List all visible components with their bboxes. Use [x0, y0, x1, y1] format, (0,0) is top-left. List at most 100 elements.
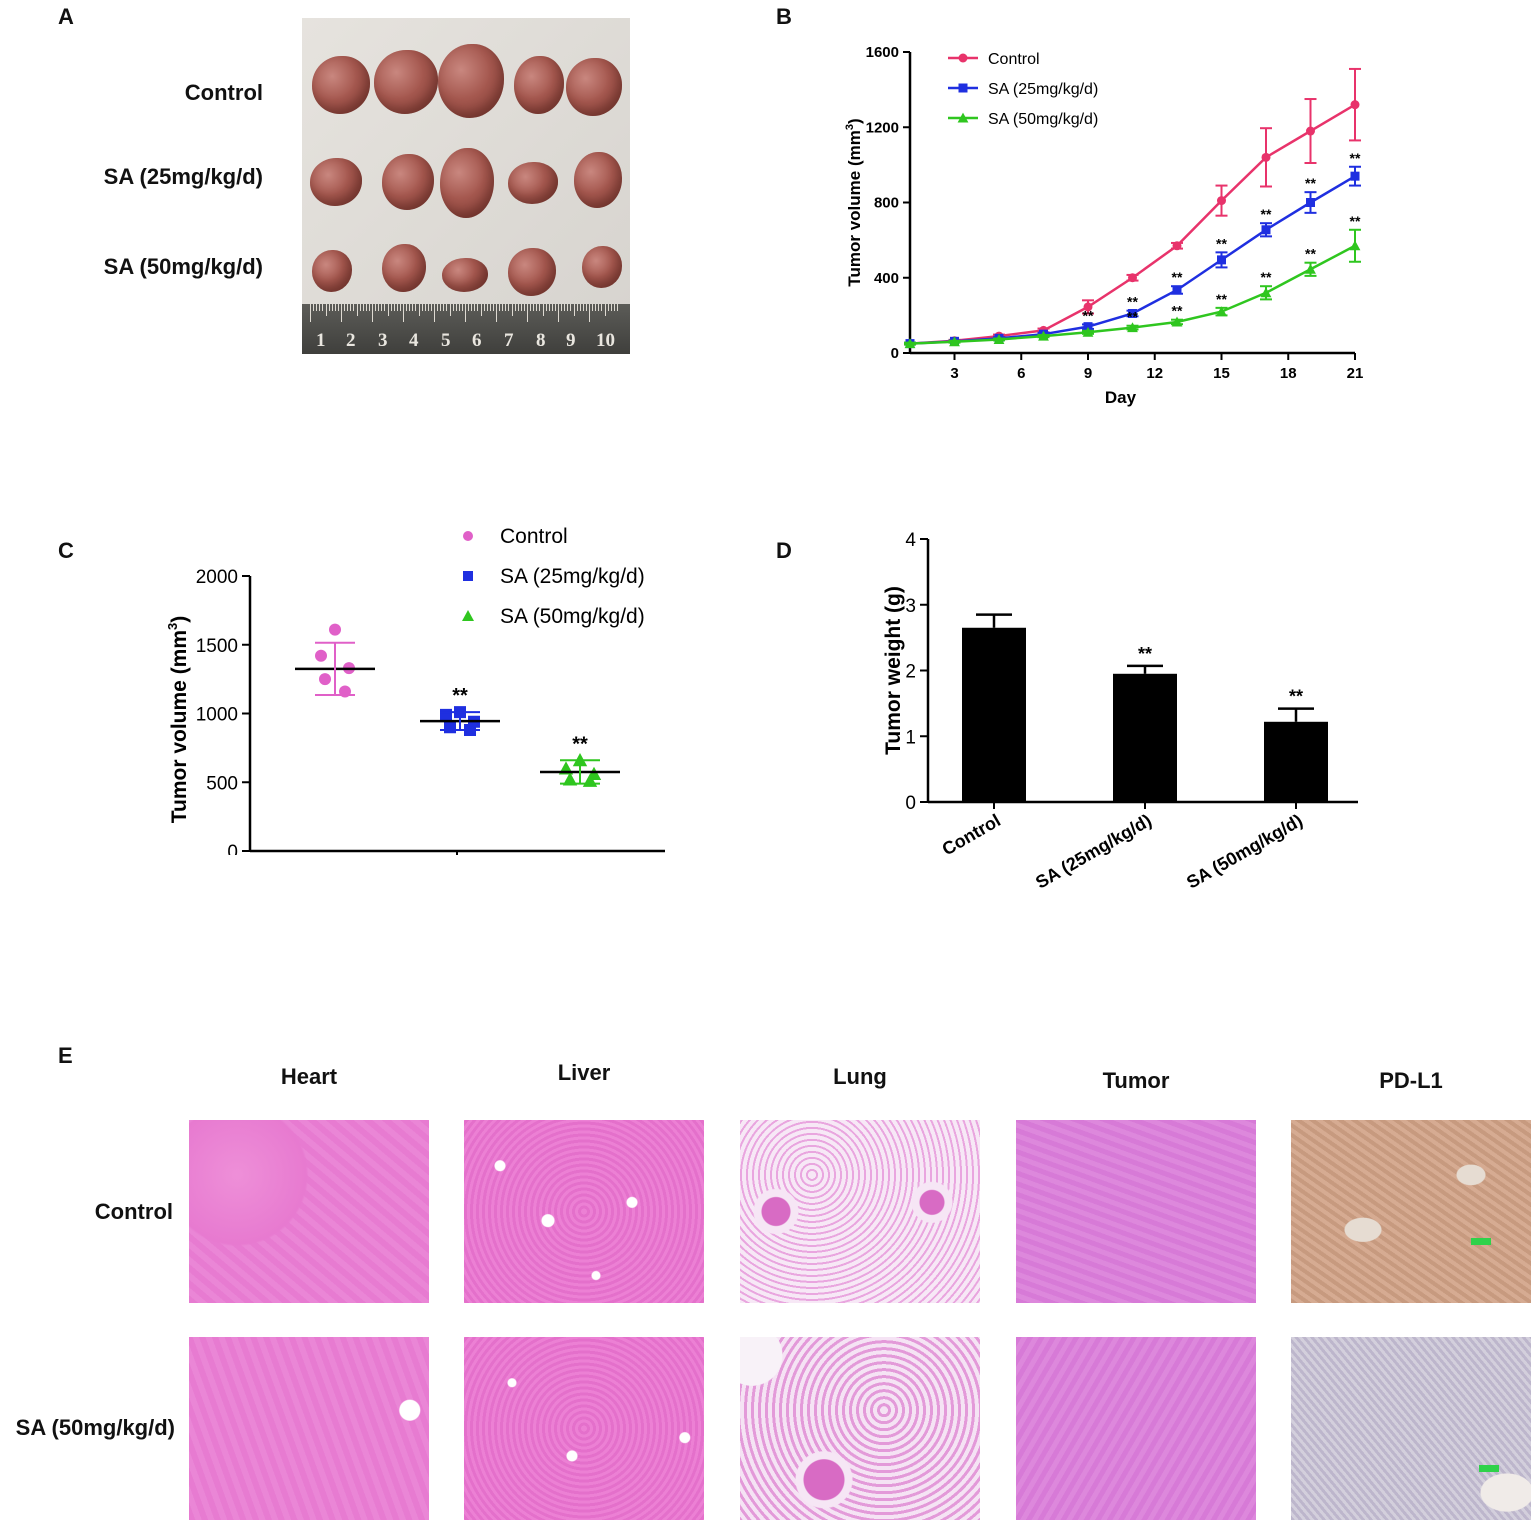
significance-mark: ** [1305, 175, 1316, 191]
ruler-tick [511, 304, 513, 316]
y-tick-label: 0 [905, 793, 916, 814]
ruler-tick [604, 304, 606, 316]
tumor-specimen [382, 244, 426, 292]
ruler-tick [576, 304, 578, 311]
data-point [1261, 152, 1271, 162]
significance-mark: ** [1289, 687, 1303, 707]
y-tick-label: 400 [874, 270, 899, 287]
histology-lung-sa50 [740, 1337, 980, 1520]
tumor-specimen [508, 248, 556, 296]
data-point [440, 708, 452, 721]
ruler-tick [393, 304, 395, 311]
tumor-specimen [440, 148, 494, 218]
legend-label: Control [500, 525, 568, 548]
x-tick-label: 15 [1213, 365, 1230, 382]
ruler-tick [412, 304, 414, 311]
data-point [1128, 273, 1137, 283]
data-point [1128, 308, 1137, 318]
ruler-tick [421, 304, 423, 311]
histology-heart-control [189, 1120, 429, 1303]
histology-row-label-sa50: SA (50mg/kg/d) [15, 1415, 175, 1440]
ruler-number: 9 [566, 330, 576, 351]
y-tick-label: 2 [905, 662, 916, 683]
panel-e-letter: E [58, 1043, 73, 1068]
data-point [1082, 326, 1094, 337]
y-tick-label: 1 [905, 727, 916, 748]
ruler-tick [610, 304, 612, 311]
data-point [444, 721, 456, 734]
tumor-specimen [310, 158, 362, 206]
ruler-tick [387, 304, 389, 316]
panel-c-scatter-chart: 0 500 1000 1500 2000 Tumor volume (mm3) Contro… [165, 525, 665, 855]
legend-marker [958, 83, 968, 93]
ruler-tick [585, 304, 587, 311]
ruler-tick [601, 304, 603, 311]
ruler-number: 5 [441, 330, 451, 351]
ruler-tick [567, 304, 569, 311]
x-tick-label: 3 [950, 365, 958, 382]
ruler-tick [477, 304, 479, 311]
ruler-tick [424, 304, 426, 311]
x-tick-label: SA (25mg/kg/d) [1032, 810, 1155, 893]
ruler-number: 7 [504, 330, 514, 351]
histology-liver-sa50 [464, 1337, 704, 1520]
tumor-specimen [574, 152, 622, 208]
y-tick-label: 4 [905, 530, 916, 551]
ruler-tick [310, 304, 311, 322]
significance-mark: ** [1350, 150, 1361, 166]
histology-tumor-control [1016, 1120, 1256, 1303]
panel-c-letter: C [58, 538, 74, 563]
y-tick-label: 500 [206, 773, 238, 794]
ruler-tick [322, 304, 324, 311]
ruler-tick [564, 304, 566, 311]
y-tick-label: 0 [891, 345, 899, 362]
data-point [562, 772, 578, 786]
ruler-tick [396, 304, 398, 311]
significance-mark: ** [1261, 269, 1272, 285]
tumor-specimen [582, 246, 622, 288]
ruler-tick [359, 304, 361, 311]
ruler-tick [523, 304, 525, 311]
tissue-label-heart: Heart [280, 1064, 338, 1089]
x-tick-label: Control [939, 810, 1004, 859]
data-point [1216, 306, 1227, 317]
ruler-tick [399, 304, 401, 311]
ruler-tick [542, 304, 544, 316]
data-point [1217, 255, 1226, 265]
ruler-tick [437, 304, 439, 311]
ruler-tick [558, 304, 559, 322]
ruler-tick [517, 304, 519, 311]
ruler-number: 3 [378, 330, 388, 351]
ruler-tick [430, 304, 432, 311]
ruler-tick [353, 304, 355, 311]
legend-label: SA (25mg/kg/d) [988, 81, 1098, 98]
ruler-number: 10 [596, 330, 615, 351]
ruler-tick [471, 304, 473, 311]
ruler-tick [613, 304, 615, 311]
ruler-tick [381, 304, 383, 311]
y-tick-label: 0 [227, 842, 238, 855]
bar [962, 627, 1026, 802]
ruler-tick [468, 304, 470, 311]
ruler-tick [461, 304, 463, 311]
tumor-specimen [508, 162, 558, 204]
legend-marker [958, 53, 968, 63]
ruler-tick [365, 304, 367, 311]
ruler-tick [406, 304, 408, 311]
panel-b-letter: B [776, 4, 792, 29]
legend-label: SA (50mg/kg/d) [988, 111, 1098, 128]
x-tick-label: 21 [1347, 365, 1364, 382]
ruler-tick [533, 304, 535, 311]
legend-marker [957, 112, 969, 123]
data-point [1083, 322, 1093, 332]
legend-label: Control [988, 51, 1040, 68]
data-point [1260, 287, 1272, 298]
data-point [1172, 285, 1182, 295]
ruler-tick [313, 304, 315, 311]
y-tick-label: 1200 [866, 119, 899, 136]
panel-d-bar-chart: 0 1 2 3 4 Tumor weight (g) Control ** SA (25mg/k… [882, 530, 1358, 893]
data-point [1350, 100, 1360, 110]
ruler-tick [449, 304, 451, 316]
ruler-tick [554, 304, 556, 311]
significance-mark: ** [1261, 206, 1272, 222]
